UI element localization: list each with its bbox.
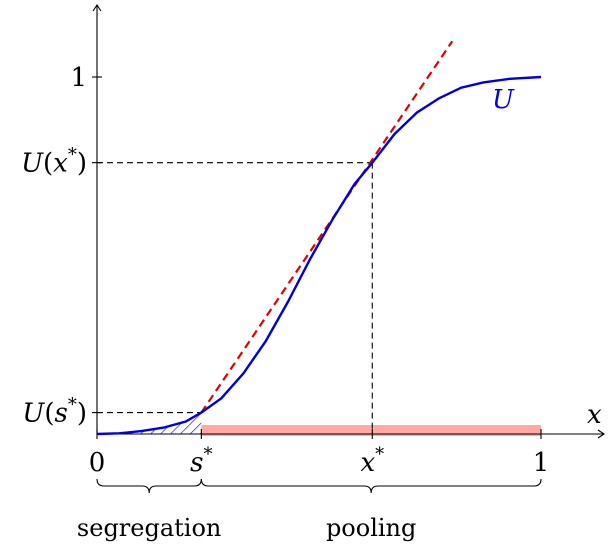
y-axis-arrowhead (92, 4, 102, 12)
tangent-line (200, 40, 454, 414)
y-tick-label: U(s*) (22, 395, 87, 429)
segregation-brace (96, 478, 202, 494)
x-tick-label: x* (360, 444, 384, 478)
x-tick-label: 1 (533, 448, 550, 478)
x-axis-arrowhead (597, 429, 605, 439)
segregation-label: segregation (77, 514, 221, 542)
utility-curve (96, 75, 542, 436)
y-ticks (92, 76, 102, 414)
x-tick-label: s* (190, 444, 212, 478)
x-axis-label: x (587, 400, 602, 430)
pooling-bar (201, 425, 541, 436)
pooling-label: pooling (326, 514, 416, 542)
pooling-brace (200, 478, 542, 494)
segregation-hatch-region (97, 412, 202, 434)
x-tick-labels: 0 s* x* 1 (89, 444, 550, 478)
y-tick-label: U(x*) (21, 145, 87, 179)
x-tick-label: 0 (89, 448, 106, 478)
y-tick-label: 1 (70, 63, 87, 93)
y-tick-labels: 1 U(x*) U(s*) (21, 63, 87, 429)
curve-label: U (492, 85, 515, 115)
